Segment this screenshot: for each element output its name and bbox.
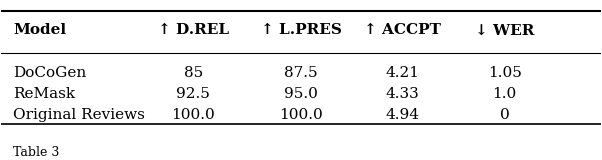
Text: ↑ D.REL: ↑ D.REL [158,23,229,37]
Text: ↓ WER: ↓ WER [475,23,535,37]
Text: Original Reviews: Original Reviews [13,108,145,122]
Text: 100.0: 100.0 [279,108,323,122]
Text: 1.05: 1.05 [488,66,522,80]
Text: 100.0: 100.0 [171,108,215,122]
Text: ↑ L.PRES: ↑ L.PRES [261,23,341,37]
Text: 1.0: 1.0 [492,87,517,101]
Text: Model: Model [13,23,66,37]
Text: Table 3: Table 3 [13,147,60,160]
Text: 0: 0 [500,108,510,122]
Text: ReMask: ReMask [13,87,75,101]
Text: 4.21: 4.21 [386,66,420,80]
Text: 4.33: 4.33 [386,87,420,101]
Text: 85: 85 [184,66,203,80]
Text: 95.0: 95.0 [284,87,318,101]
Text: 4.94: 4.94 [386,108,420,122]
Text: 87.5: 87.5 [284,66,318,80]
Text: DoCoGen: DoCoGen [13,66,87,80]
Text: ↑ ACCPT: ↑ ACCPT [364,23,441,37]
Text: 92.5: 92.5 [176,87,210,101]
